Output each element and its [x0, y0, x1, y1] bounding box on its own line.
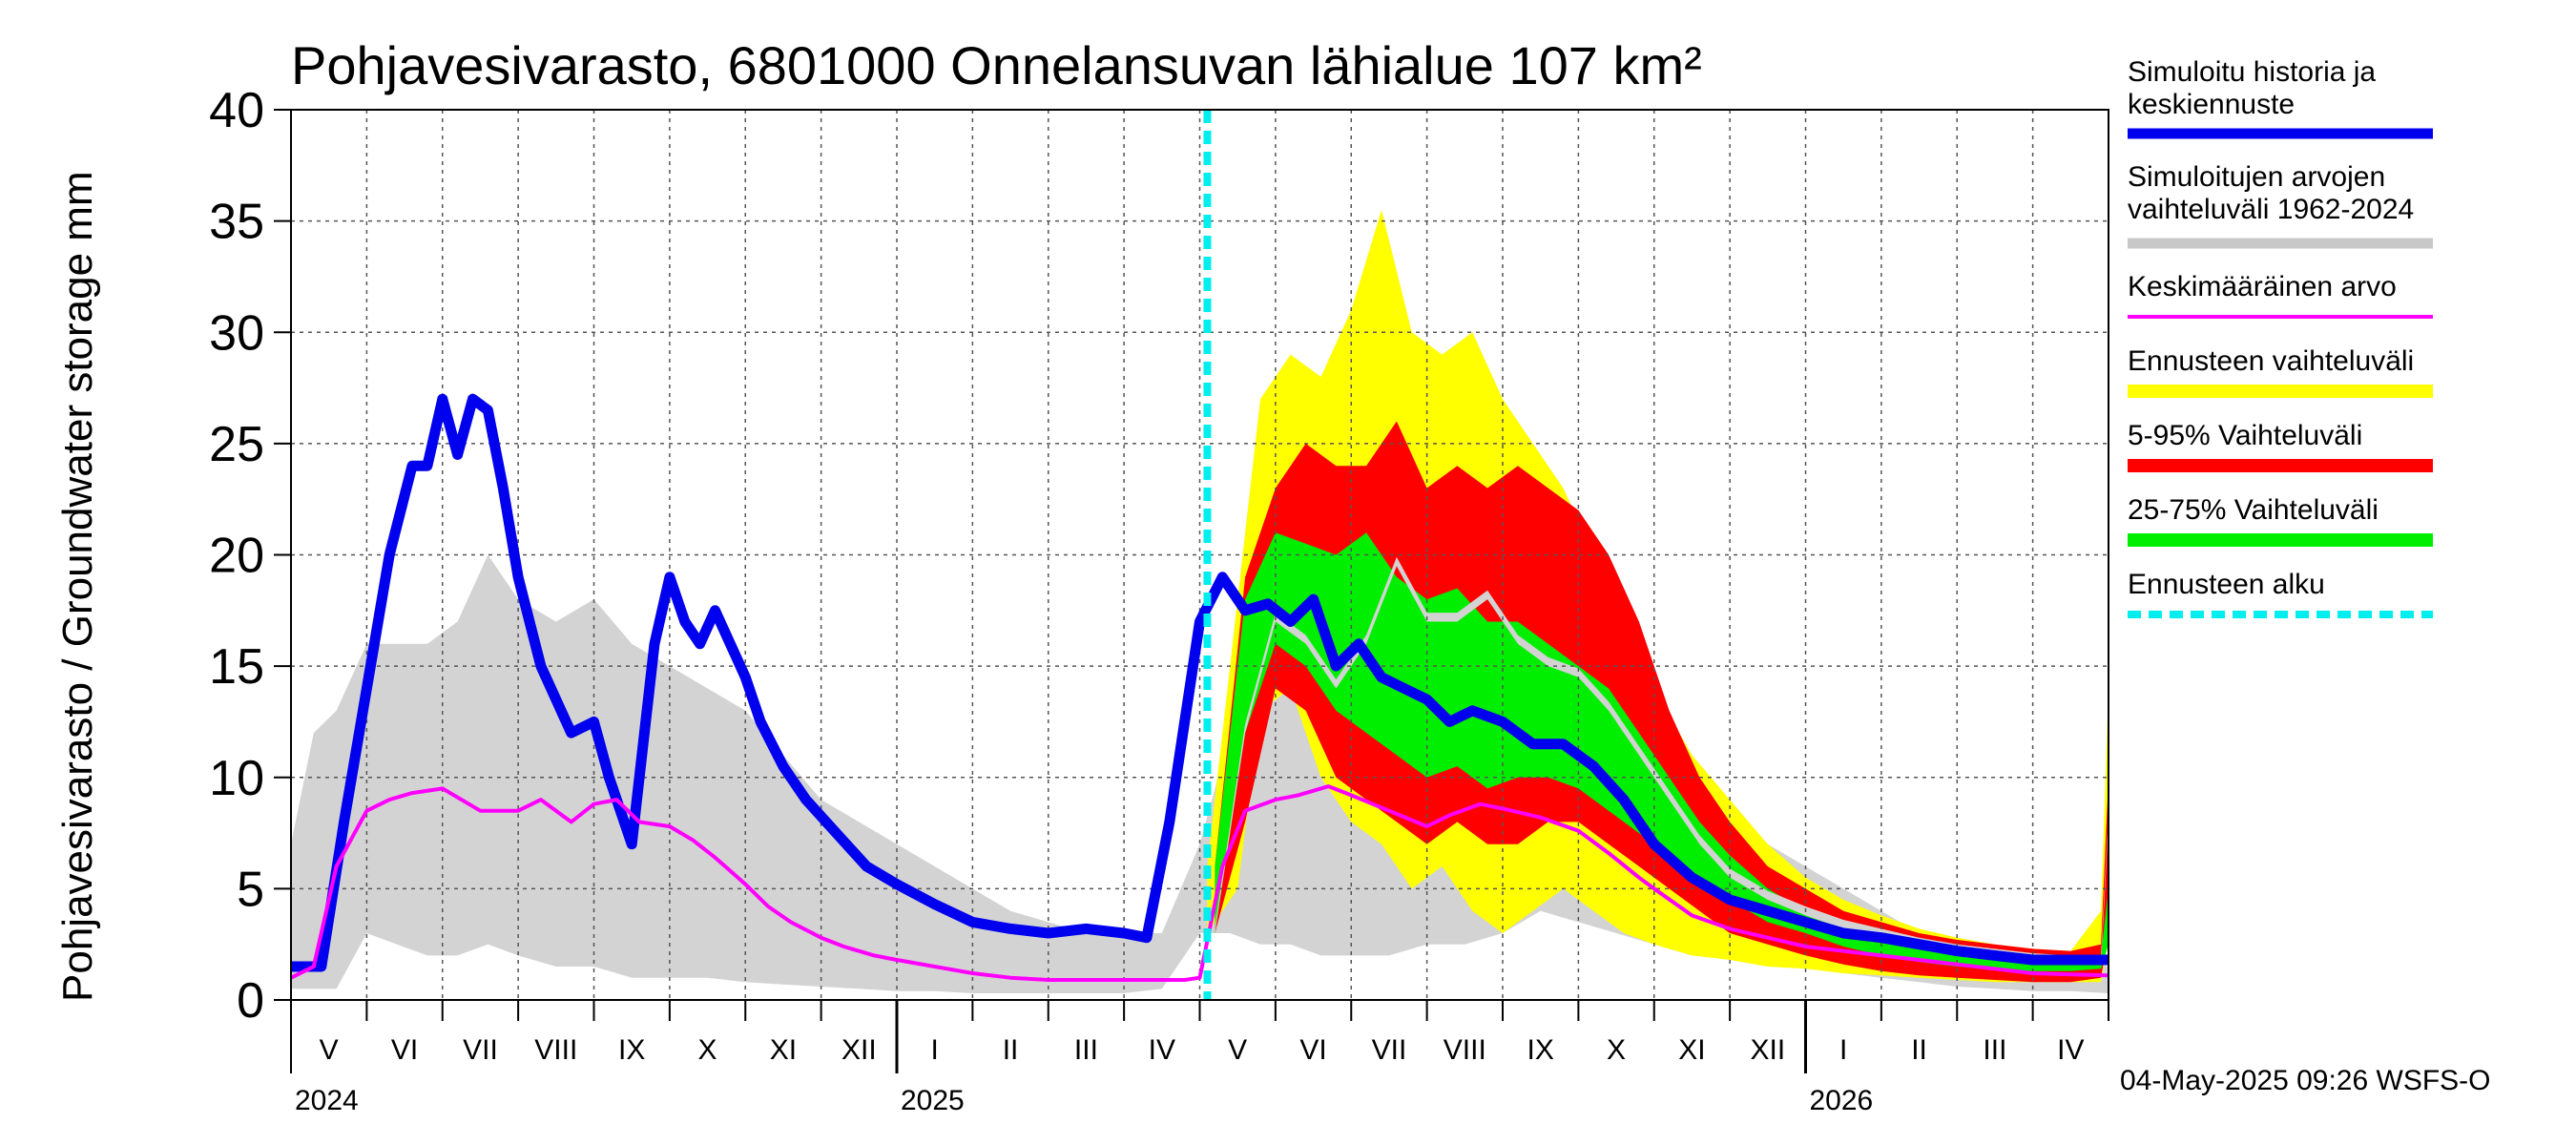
month-label: V: [320, 1034, 339, 1066]
y-axis-label: Pohjavesivarasto / Groundwater storage m…: [54, 171, 101, 1002]
month-label: IV: [2057, 1034, 2084, 1066]
y-tick-label: 15: [209, 639, 264, 695]
month-label: II: [1911, 1034, 1927, 1066]
month-label: VIII: [534, 1034, 577, 1066]
month-label: VI: [1299, 1034, 1326, 1066]
year-label: 2026: [1810, 1085, 1874, 1116]
timestamp: 04-May-2025 09:26 WSFS-O: [2120, 1065, 2491, 1096]
legend-label: 25-75% Vaihteluväli: [2128, 494, 2379, 526]
y-tick-label: 10: [209, 751, 264, 806]
month-label: X: [1607, 1034, 1626, 1066]
chart-title: Pohjavesivarasto, 6801000 Onnelansuvan l…: [291, 35, 1702, 95]
month-label: VII: [1372, 1034, 1407, 1066]
month-label: XI: [1678, 1034, 1705, 1066]
month-label: II: [1003, 1034, 1019, 1066]
mean-value-line: [290, 784, 2109, 982]
legend-label: Simuloitu historia ja: [2128, 56, 2376, 88]
y-tick-label: 25: [209, 417, 264, 472]
legend-label: Ennusteen alku: [2128, 569, 2325, 600]
year-label: 2024: [295, 1085, 359, 1116]
y-tick-label: 5: [237, 862, 264, 917]
legend-label: keskiennuste: [2128, 89, 2295, 120]
month-label: XII: [1750, 1034, 1785, 1066]
month-label: I: [1839, 1034, 1847, 1066]
month-label: VI: [391, 1034, 418, 1066]
legend-label: Keskimääräinen arvo: [2128, 271, 2397, 302]
y-tick-label: 35: [209, 195, 264, 250]
p5-95-band: [1215, 421, 2109, 983]
legend-label: Simuloitujen arvojen: [2128, 161, 2385, 193]
month-label: X: [698, 1034, 717, 1066]
month-label: IX: [1527, 1034, 1554, 1066]
month-label: VII: [463, 1034, 498, 1066]
month-label: V: [1228, 1034, 1247, 1066]
year-label: 2025: [901, 1085, 965, 1116]
month-label: III: [1074, 1034, 1098, 1066]
month-label: VIII: [1444, 1034, 1486, 1066]
y-tick-label: 0: [237, 973, 264, 1029]
month-label: IX: [618, 1034, 645, 1066]
y-tick-label: 30: [209, 305, 264, 361]
y-tick-label: 40: [209, 83, 264, 138]
legend-label: 5-95% Vaihteluväli: [2128, 420, 2362, 451]
month-label: IV: [1149, 1034, 1175, 1066]
month-label: III: [1983, 1034, 2006, 1066]
month-label: XII: [841, 1034, 877, 1066]
month-label: XI: [770, 1034, 797, 1066]
legend-label: Ennusteen vaihteluväli: [2128, 345, 2414, 377]
month-label: I: [931, 1034, 939, 1066]
p25-75-band: [1215, 532, 2109, 971]
legend-label: vaihteluväli 1962-2024: [2128, 194, 2414, 225]
history-forecast-line: [291, 393, 2109, 972]
y-tick-label: 20: [209, 529, 264, 584]
